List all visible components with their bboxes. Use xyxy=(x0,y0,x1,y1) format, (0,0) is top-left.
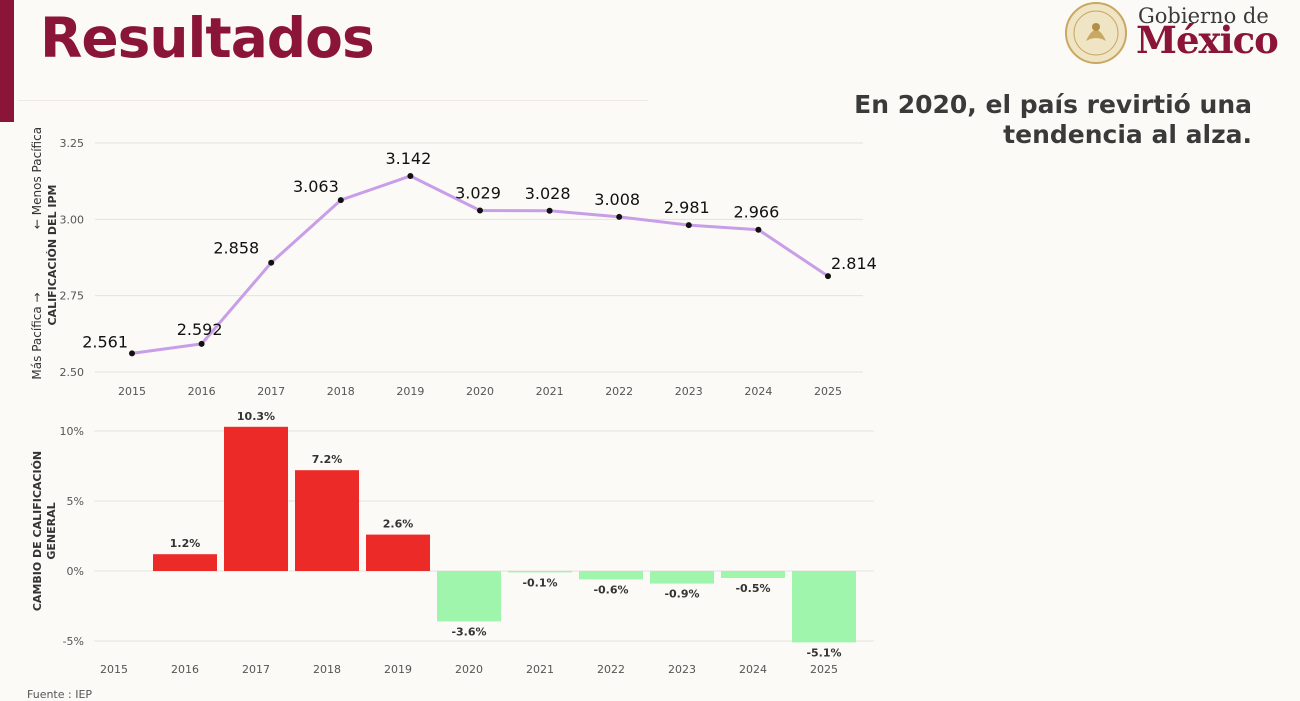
line-point-label: 3.028 xyxy=(525,184,571,203)
bar-value-label: -0.1% xyxy=(522,576,557,589)
line-point-label: 2.592 xyxy=(177,320,223,339)
bar xyxy=(366,534,430,571)
bar-value-label: -0.5% xyxy=(735,582,770,595)
line-ytick-label: 3.25 xyxy=(60,137,85,150)
line-xtick-label: 2022 xyxy=(605,385,633,398)
line-y-axis-top-label: ← Menos Pacífica xyxy=(30,127,44,229)
bar-y-axis-label: CAMBIO DE CALIFICACIÓN xyxy=(31,451,44,611)
bar-xtick-label: 2021 xyxy=(526,663,554,676)
bar xyxy=(437,571,501,622)
bar-y-axis-label-line2: GENERAL xyxy=(45,502,58,559)
line-xtick-label: 2019 xyxy=(396,385,424,398)
bar xyxy=(579,571,643,580)
bar-ytick-label: 0% xyxy=(67,565,84,578)
accent-bar xyxy=(0,0,14,122)
line-point-label: 3.063 xyxy=(293,177,339,196)
line-point-label: 2.966 xyxy=(733,203,779,222)
line-point xyxy=(407,172,414,179)
gobierno-logo: Gobierno de México xyxy=(1062,0,1282,66)
line-xtick-label: 2023 xyxy=(675,385,703,398)
bar xyxy=(295,470,359,571)
headline-line2: tendencia al alza. xyxy=(1003,120,1252,149)
bar-value-label: 7.2% xyxy=(312,453,343,466)
line-xtick-label: 2016 xyxy=(188,385,216,398)
line-point xyxy=(685,222,692,229)
line-point-label: 3.008 xyxy=(594,190,640,209)
headline-line1: En 2020, el país revirtió una xyxy=(854,90,1252,119)
line-point-label: 2.858 xyxy=(213,239,259,258)
line-point xyxy=(755,226,762,233)
line-point xyxy=(268,259,275,266)
bar-value-label: -0.9% xyxy=(664,588,699,601)
line-point-label: 3.142 xyxy=(385,149,431,168)
line-xtick-label: 2025 xyxy=(814,385,842,398)
bar-value-label: -3.6% xyxy=(451,625,486,638)
bar xyxy=(224,426,288,571)
headline: En 2020, el país revirtió una tendencia … xyxy=(854,90,1252,150)
line-point-label: 2.814 xyxy=(831,254,877,273)
bar-value-label: -5.1% xyxy=(806,646,841,659)
line-point xyxy=(477,207,483,214)
line-ytick-label: 3.00 xyxy=(60,213,85,226)
bar-xtick-label: 2023 xyxy=(668,663,696,676)
line-point xyxy=(129,350,135,357)
bar-ytick-label: 10% xyxy=(60,425,84,438)
line-point xyxy=(546,207,553,214)
line-xtick-label: 2018 xyxy=(327,385,355,398)
bar-value-label: -0.6% xyxy=(593,583,628,596)
page-title: Resultados xyxy=(40,6,375,70)
bar xyxy=(153,554,217,571)
line-point xyxy=(198,340,205,347)
bar-xtick-label: 2024 xyxy=(739,663,767,676)
line-xtick-label: 2024 xyxy=(744,385,772,398)
logo-text-line1: Gobierno de xyxy=(1138,4,1269,28)
bar xyxy=(721,571,785,578)
bar-xtick-label: 2015 xyxy=(100,663,128,676)
line-point xyxy=(337,197,344,204)
bar xyxy=(650,571,714,584)
line-ytick-label: 2.50 xyxy=(60,366,85,379)
line-point-label: 3.029 xyxy=(455,183,501,202)
line-xtick-label: 2021 xyxy=(536,385,564,398)
line-point xyxy=(616,213,623,220)
bar-ytick-label: 5% xyxy=(67,495,84,508)
line-ytick-label: 2.75 xyxy=(60,290,85,303)
bar-xtick-label: 2017 xyxy=(242,663,270,676)
line-point-label: 2.981 xyxy=(664,198,710,217)
header-divider xyxy=(18,100,648,101)
bar-xtick-label: 2025 xyxy=(810,663,838,676)
line-y-axis-bottom-label: Más Pacífica → xyxy=(30,292,44,379)
bar-xtick-label: 2020 xyxy=(455,663,483,676)
bar xyxy=(508,571,572,573)
bar-xtick-label: 2019 xyxy=(384,663,412,676)
line-xtick-label: 2015 xyxy=(118,385,146,398)
bar xyxy=(792,571,856,643)
line-xtick-label: 2017 xyxy=(257,385,285,398)
line-y-axis-label: CALIFICACIÓN DEL IPM xyxy=(46,184,59,325)
bar-xtick-label: 2016 xyxy=(171,663,199,676)
seal-icon xyxy=(1065,2,1127,64)
line-xtick-label: 2020 xyxy=(466,385,494,398)
bar-value-label: 2.6% xyxy=(383,518,414,531)
line-series xyxy=(131,174,829,355)
logo-text-line2: México xyxy=(1136,18,1279,62)
bar-xtick-label: 2018 xyxy=(313,663,341,676)
bar-xtick-label: 2022 xyxy=(597,663,625,676)
bar-ytick-label: -5% xyxy=(63,635,84,648)
line-point xyxy=(825,273,831,280)
bar-value-label: 1.2% xyxy=(170,537,201,550)
source-note: Fuente : IEP xyxy=(27,688,93,701)
bar-value-label: 10.3% xyxy=(237,410,275,423)
line-point-label: 2.561 xyxy=(82,332,128,351)
